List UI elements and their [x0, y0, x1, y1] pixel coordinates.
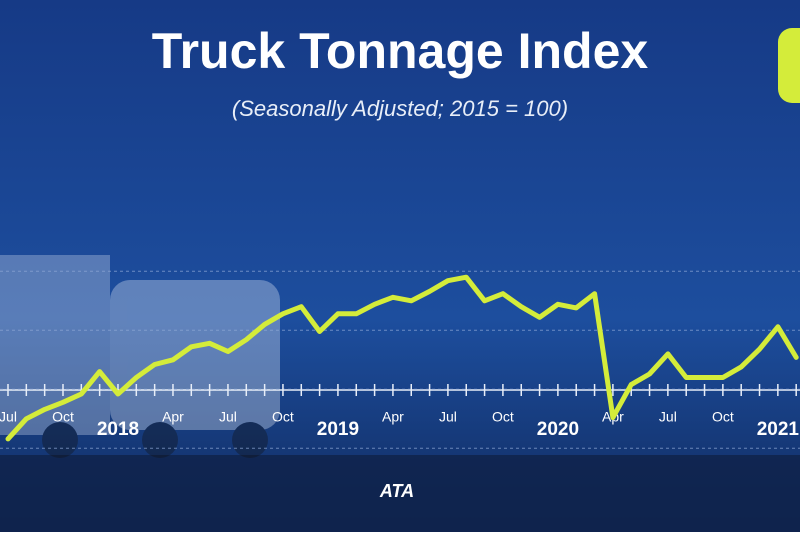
x-tick-label: Jul	[219, 409, 237, 425]
x-tick-label: Oct	[712, 409, 734, 425]
x-tick-label: 2018	[97, 419, 139, 440]
x-tick-label: Oct	[272, 409, 294, 425]
truck	[0, 255, 280, 458]
chart-title: Truck Tonnage Index	[152, 23, 649, 79]
x-tick-label: 2020	[537, 419, 579, 440]
x-tick-label: Jul	[439, 409, 457, 425]
chart-subtitle: (Seasonally Adjusted; 2015 = 100)	[232, 96, 568, 121]
x-tick-label: Oct	[492, 409, 514, 425]
x-tick-label: Oct	[52, 409, 74, 425]
x-tick-label: 2019	[317, 419, 359, 440]
road	[0, 455, 800, 532]
badge	[778, 28, 800, 103]
x-tick-label: Apr	[162, 409, 184, 425]
x-tick-label: Jul	[659, 409, 677, 425]
x-tick-label: 2021	[757, 419, 800, 440]
x-tick-label: Jul	[0, 409, 17, 425]
x-tick-label: Apr	[382, 409, 404, 425]
logo: ATA	[379, 481, 414, 501]
data-line	[5, 274, 799, 442]
